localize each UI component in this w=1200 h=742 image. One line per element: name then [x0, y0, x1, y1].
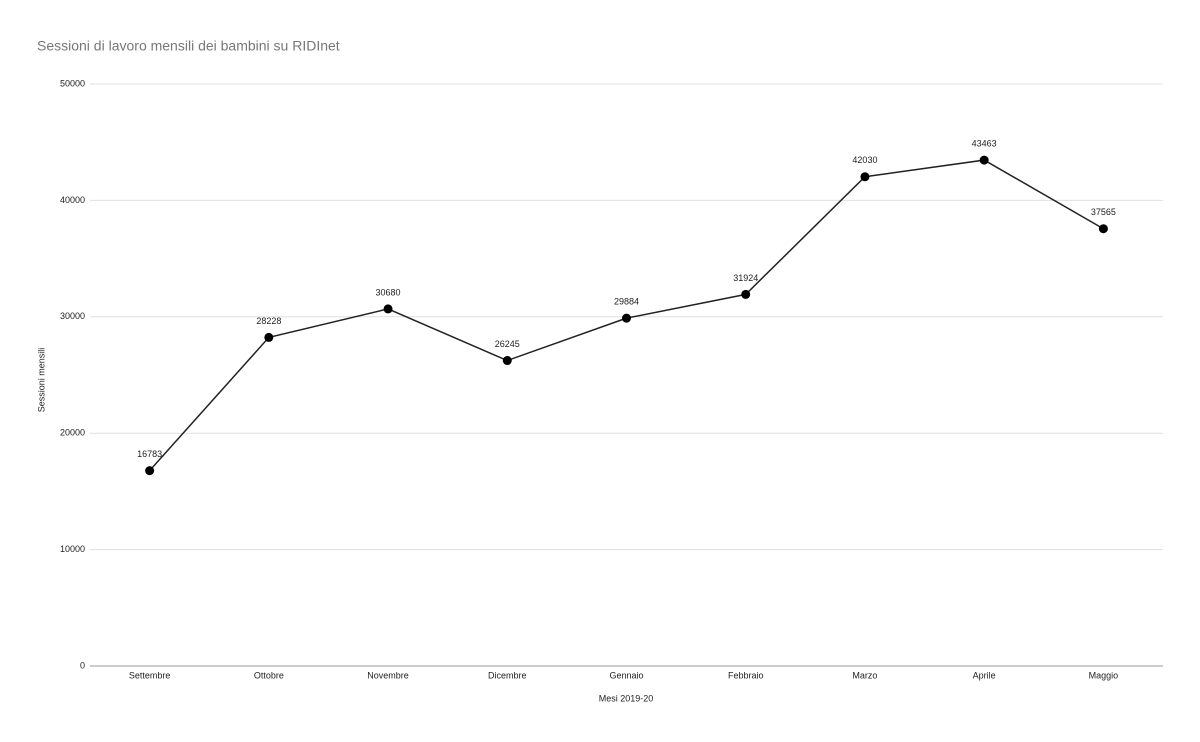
x-tick-label: Novembre: [367, 670, 409, 680]
y-tick-label: 30000: [60, 311, 85, 321]
data-label: 37565: [1091, 207, 1116, 217]
chart-title: Sessioni di lavoro mensili dei bambini s…: [37, 38, 340, 54]
data-label: 26245: [495, 339, 520, 349]
x-tick-label: Febbraio: [728, 670, 764, 680]
marker: [860, 172, 870, 182]
y-axis-title: Sessioni mensili: [36, 348, 46, 413]
data-label: 42030: [852, 155, 877, 165]
data-label: 28228: [256, 316, 281, 326]
marker: [741, 289, 751, 299]
x-tick-label: Maggio: [1089, 670, 1119, 680]
x-tick-label: Gennaio: [609, 670, 643, 680]
data-label: 16783: [137, 449, 162, 459]
x-tick-label: Marzo: [852, 670, 877, 680]
data-label: 29884: [614, 297, 639, 307]
data-label: 43463: [972, 138, 997, 148]
marker: [1098, 224, 1108, 234]
y-tick-label: 20000: [60, 428, 85, 438]
marker: [502, 356, 512, 366]
y-tick-label: 0: [80, 660, 85, 670]
marker: [264, 332, 274, 342]
x-axis-title: Mesi 2019-20: [599, 693, 654, 703]
x-tick-label: Dicembre: [488, 670, 527, 680]
x-tick-label: Aprile: [973, 670, 996, 680]
marker: [383, 304, 393, 314]
data-label: 30680: [376, 287, 401, 297]
y-tick-label: 50000: [60, 78, 85, 88]
marker: [145, 466, 155, 476]
data-label: 31924: [733, 273, 758, 283]
y-tick-label: 40000: [60, 195, 85, 205]
x-tick-label: Ottobre: [254, 670, 284, 680]
marker: [622, 313, 631, 323]
x-tick-label: Settembre: [129, 670, 171, 680]
y-tick-label: 10000: [60, 544, 85, 554]
marker: [979, 155, 989, 165]
